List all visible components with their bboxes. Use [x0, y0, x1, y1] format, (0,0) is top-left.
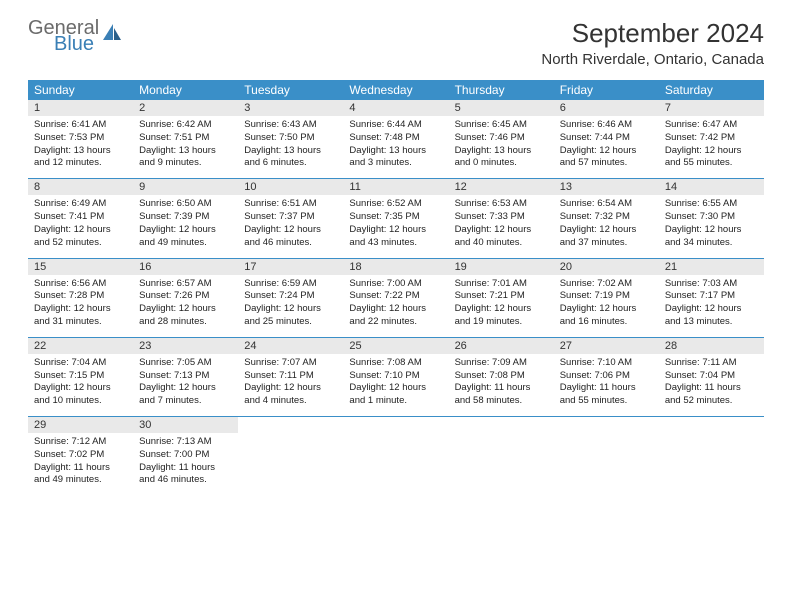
day-content-cell	[238, 433, 343, 495]
calendar-table: SundayMondayTuesdayWednesdayThursdayFrid…	[28, 80, 764, 495]
day-content-cell: Sunrise: 6:54 AMSunset: 7:32 PMDaylight:…	[554, 195, 659, 258]
day-content-cell: Sunrise: 6:50 AMSunset: 7:39 PMDaylight:…	[133, 195, 238, 258]
day-content-cell: Sunrise: 7:11 AMSunset: 7:04 PMDaylight:…	[659, 354, 764, 417]
logo-sail-icon	[101, 22, 123, 50]
day-content-cell	[449, 433, 554, 495]
header: General Blue September 2024 North Riverd…	[28, 18, 764, 68]
day-content-cell: Sunrise: 6:56 AMSunset: 7:28 PMDaylight:…	[28, 275, 133, 338]
day-number-cell: 14	[659, 179, 764, 196]
day-number-cell: 6	[554, 100, 659, 116]
day-number-cell	[238, 417, 343, 434]
day-number-cell: 10	[238, 179, 343, 196]
daynum-row: 891011121314	[28, 179, 764, 196]
day-number-cell: 11	[343, 179, 448, 196]
day-content-cell: Sunrise: 7:09 AMSunset: 7:08 PMDaylight:…	[449, 354, 554, 417]
day-content-cell: Sunrise: 6:45 AMSunset: 7:46 PMDaylight:…	[449, 116, 554, 179]
day-content-cell: Sunrise: 7:00 AMSunset: 7:22 PMDaylight:…	[343, 275, 448, 338]
day-number-cell: 19	[449, 258, 554, 275]
day-number-cell: 22	[28, 337, 133, 354]
day-number-cell: 27	[554, 337, 659, 354]
day-number-cell: 9	[133, 179, 238, 196]
day-number-cell: 5	[449, 100, 554, 116]
day-content-cell: Sunrise: 6:57 AMSunset: 7:26 PMDaylight:…	[133, 275, 238, 338]
day-number-cell: 17	[238, 258, 343, 275]
day-number-cell	[554, 417, 659, 434]
day-content-cell: Sunrise: 7:02 AMSunset: 7:19 PMDaylight:…	[554, 275, 659, 338]
day-content-cell: Sunrise: 7:10 AMSunset: 7:06 PMDaylight:…	[554, 354, 659, 417]
day-content-cell: Sunrise: 7:13 AMSunset: 7:00 PMDaylight:…	[133, 433, 238, 495]
day-number-cell: 13	[554, 179, 659, 196]
day-number-cell: 16	[133, 258, 238, 275]
day-content-cell: Sunrise: 7:04 AMSunset: 7:15 PMDaylight:…	[28, 354, 133, 417]
content-row: Sunrise: 7:12 AMSunset: 7:02 PMDaylight:…	[28, 433, 764, 495]
day-content-cell: Sunrise: 6:41 AMSunset: 7:53 PMDaylight:…	[28, 116, 133, 179]
day-content-cell: Sunrise: 7:03 AMSunset: 7:17 PMDaylight:…	[659, 275, 764, 338]
day-content-cell: Sunrise: 6:43 AMSunset: 7:50 PMDaylight:…	[238, 116, 343, 179]
day-content-cell: Sunrise: 6:42 AMSunset: 7:51 PMDaylight:…	[133, 116, 238, 179]
day-number-cell: 25	[343, 337, 448, 354]
day-content-cell: Sunrise: 7:12 AMSunset: 7:02 PMDaylight:…	[28, 433, 133, 495]
dayname-header: Sunday	[28, 80, 133, 100]
daynum-row: 22232425262728	[28, 337, 764, 354]
daynum-row: 2930	[28, 417, 764, 434]
day-content-cell: Sunrise: 7:05 AMSunset: 7:13 PMDaylight:…	[133, 354, 238, 417]
day-number-cell: 7	[659, 100, 764, 116]
day-number-cell: 8	[28, 179, 133, 196]
day-content-cell: Sunrise: 7:01 AMSunset: 7:21 PMDaylight:…	[449, 275, 554, 338]
day-number-cell	[343, 417, 448, 434]
dayname-header: Friday	[554, 80, 659, 100]
day-number-cell	[659, 417, 764, 434]
day-number-cell: 3	[238, 100, 343, 116]
day-content-cell: Sunrise: 6:53 AMSunset: 7:33 PMDaylight:…	[449, 195, 554, 258]
day-number-cell: 29	[28, 417, 133, 434]
day-content-cell: Sunrise: 6:59 AMSunset: 7:24 PMDaylight:…	[238, 275, 343, 338]
content-row: Sunrise: 6:41 AMSunset: 7:53 PMDaylight:…	[28, 116, 764, 179]
content-row: Sunrise: 7:04 AMSunset: 7:15 PMDaylight:…	[28, 354, 764, 417]
daynum-row: 1234567	[28, 100, 764, 116]
day-number-cell: 20	[554, 258, 659, 275]
day-content-cell: Sunrise: 6:55 AMSunset: 7:30 PMDaylight:…	[659, 195, 764, 258]
dayname-header: Saturday	[659, 80, 764, 100]
day-number-cell: 23	[133, 337, 238, 354]
month-title: September 2024	[541, 18, 764, 49]
dayname-header: Thursday	[449, 80, 554, 100]
logo-blue: Blue	[54, 34, 99, 54]
dayname-header: Tuesday	[238, 80, 343, 100]
day-number-cell: 18	[343, 258, 448, 275]
day-number-cell: 4	[343, 100, 448, 116]
logo: General Blue	[28, 18, 123, 54]
content-row: Sunrise: 6:49 AMSunset: 7:41 PMDaylight:…	[28, 195, 764, 258]
day-number-cell: 21	[659, 258, 764, 275]
dayname-header: Monday	[133, 80, 238, 100]
day-content-cell: Sunrise: 6:51 AMSunset: 7:37 PMDaylight:…	[238, 195, 343, 258]
day-content-cell	[343, 433, 448, 495]
day-number-cell: 24	[238, 337, 343, 354]
day-number-cell	[449, 417, 554, 434]
title-block: September 2024 North Riverdale, Ontario,…	[541, 18, 764, 68]
day-content-cell: Sunrise: 6:46 AMSunset: 7:44 PMDaylight:…	[554, 116, 659, 179]
day-number-cell: 30	[133, 417, 238, 434]
day-content-cell: Sunrise: 6:44 AMSunset: 7:48 PMDaylight:…	[343, 116, 448, 179]
day-content-cell: Sunrise: 7:07 AMSunset: 7:11 PMDaylight:…	[238, 354, 343, 417]
daynames-row: SundayMondayTuesdayWednesdayThursdayFrid…	[28, 80, 764, 100]
content-row: Sunrise: 6:56 AMSunset: 7:28 PMDaylight:…	[28, 275, 764, 338]
day-content-cell	[659, 433, 764, 495]
dayname-header: Wednesday	[343, 80, 448, 100]
day-content-cell	[554, 433, 659, 495]
day-number-cell: 15	[28, 258, 133, 275]
day-content-cell: Sunrise: 6:49 AMSunset: 7:41 PMDaylight:…	[28, 195, 133, 258]
day-number-cell: 28	[659, 337, 764, 354]
day-number-cell: 26	[449, 337, 554, 354]
day-content-cell: Sunrise: 7:08 AMSunset: 7:10 PMDaylight:…	[343, 354, 448, 417]
day-number-cell: 12	[449, 179, 554, 196]
location: North Riverdale, Ontario, Canada	[541, 51, 764, 68]
day-content-cell: Sunrise: 6:52 AMSunset: 7:35 PMDaylight:…	[343, 195, 448, 258]
calendar-body: 1234567Sunrise: 6:41 AMSunset: 7:53 PMDa…	[28, 100, 764, 495]
day-number-cell: 2	[133, 100, 238, 116]
day-number-cell: 1	[28, 100, 133, 116]
day-content-cell: Sunrise: 6:47 AMSunset: 7:42 PMDaylight:…	[659, 116, 764, 179]
daynum-row: 15161718192021	[28, 258, 764, 275]
